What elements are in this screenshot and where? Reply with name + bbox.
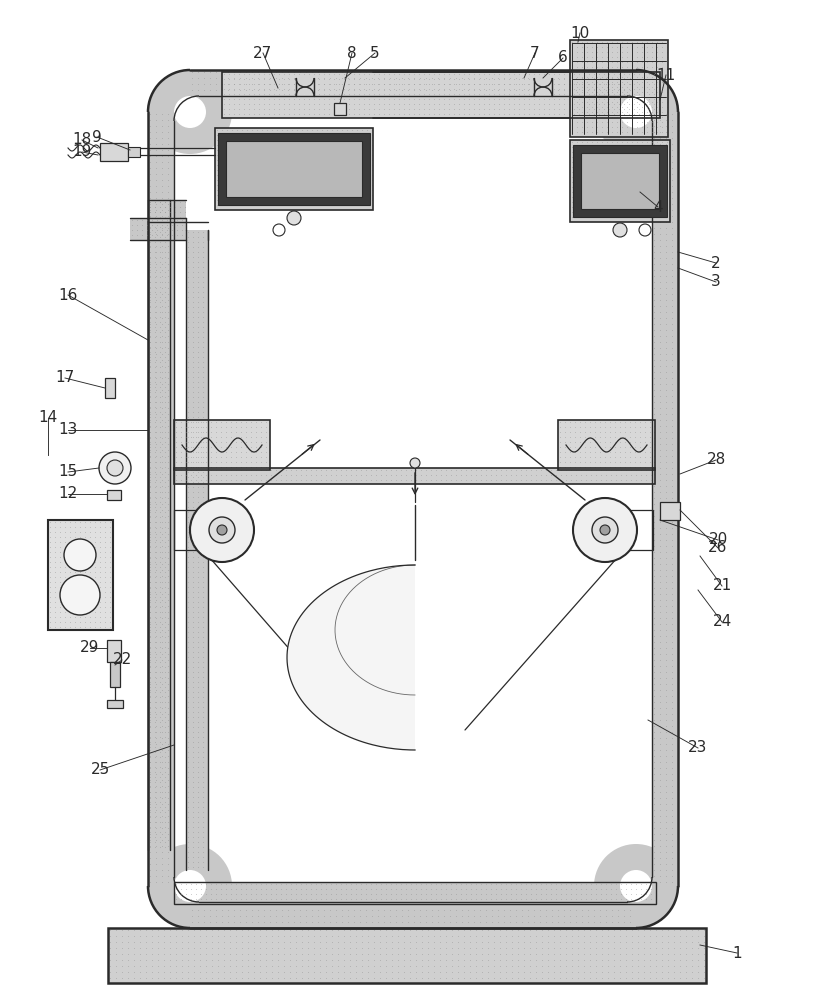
Circle shape: [600, 525, 610, 535]
Text: 21: 21: [712, 578, 731, 593]
Text: 22: 22: [113, 652, 132, 668]
Circle shape: [148, 844, 232, 928]
Text: 27: 27: [253, 45, 272, 60]
Bar: [222, 72, 660, 118]
Circle shape: [64, 539, 96, 571]
Text: 16: 16: [58, 288, 78, 302]
Bar: [573, 145, 667, 217]
Text: 23: 23: [688, 740, 708, 756]
Bar: [581, 153, 659, 209]
Bar: [148, 200, 170, 850]
Text: 3: 3: [711, 274, 721, 290]
Text: 26: 26: [708, 540, 727, 556]
Circle shape: [594, 844, 678, 928]
Bar: [660, 502, 680, 520]
Text: 2: 2: [711, 255, 721, 270]
Text: 14: 14: [38, 410, 58, 426]
Bar: [570, 140, 670, 222]
Circle shape: [107, 460, 123, 476]
Bar: [215, 128, 373, 210]
Text: 13: 13: [58, 422, 78, 438]
Bar: [534, 77, 552, 95]
Text: 17: 17: [55, 370, 74, 385]
Text: 12: 12: [58, 487, 78, 502]
Bar: [107, 700, 123, 708]
Bar: [174, 420, 270, 470]
Circle shape: [287, 211, 301, 225]
Bar: [174, 882, 656, 904]
Bar: [148, 112, 174, 886]
Circle shape: [620, 96, 652, 128]
Bar: [570, 40, 668, 137]
Bar: [215, 128, 373, 210]
Bar: [110, 662, 120, 687]
Bar: [174, 510, 209, 550]
Bar: [334, 103, 346, 115]
Circle shape: [594, 70, 678, 154]
Bar: [148, 200, 186, 222]
Bar: [128, 147, 140, 157]
Text: 1: 1: [732, 946, 741, 960]
Text: 20: 20: [708, 532, 727, 548]
Polygon shape: [287, 562, 415, 750]
Circle shape: [573, 498, 637, 562]
Circle shape: [60, 575, 100, 615]
Circle shape: [99, 452, 131, 484]
Bar: [190, 902, 636, 928]
Circle shape: [190, 498, 254, 562]
Circle shape: [174, 870, 206, 902]
Bar: [558, 420, 655, 470]
Bar: [174, 420, 270, 470]
Bar: [186, 230, 208, 870]
Text: 29: 29: [80, 641, 99, 656]
Bar: [48, 520, 113, 630]
Text: 24: 24: [712, 614, 731, 630]
Circle shape: [639, 224, 651, 236]
Bar: [570, 140, 670, 222]
Bar: [107, 640, 121, 662]
Text: 11: 11: [656, 68, 676, 83]
Text: 19: 19: [73, 144, 92, 159]
Bar: [218, 133, 370, 205]
Circle shape: [620, 870, 652, 902]
Text: 7: 7: [530, 45, 539, 60]
Circle shape: [613, 223, 627, 237]
Bar: [107, 490, 121, 500]
Bar: [174, 468, 655, 484]
Bar: [108, 928, 706, 983]
Text: 9: 9: [92, 129, 102, 144]
Bar: [558, 420, 655, 470]
Circle shape: [209, 517, 235, 543]
Text: 5: 5: [370, 45, 380, 60]
Bar: [296, 77, 314, 95]
Circle shape: [592, 517, 618, 543]
Text: 18: 18: [73, 132, 92, 147]
Text: 6: 6: [558, 50, 568, 66]
Bar: [618, 510, 653, 550]
Bar: [570, 40, 668, 137]
Text: 4: 4: [653, 200, 663, 215]
Bar: [174, 882, 656, 904]
Bar: [226, 141, 362, 197]
Circle shape: [273, 224, 285, 236]
Bar: [652, 112, 678, 886]
Circle shape: [217, 525, 227, 535]
Text: 15: 15: [58, 464, 78, 480]
Text: 25: 25: [90, 762, 109, 778]
Bar: [108, 928, 706, 983]
Text: 28: 28: [706, 452, 726, 468]
Circle shape: [174, 96, 206, 128]
Bar: [174, 468, 655, 484]
Circle shape: [410, 458, 420, 468]
Text: 10: 10: [570, 25, 590, 40]
Text: 8: 8: [347, 45, 357, 60]
Bar: [222, 72, 660, 118]
Bar: [105, 378, 115, 398]
Circle shape: [148, 70, 232, 154]
Bar: [48, 520, 113, 630]
Bar: [130, 218, 186, 240]
Bar: [190, 70, 636, 96]
Bar: [100, 143, 128, 161]
